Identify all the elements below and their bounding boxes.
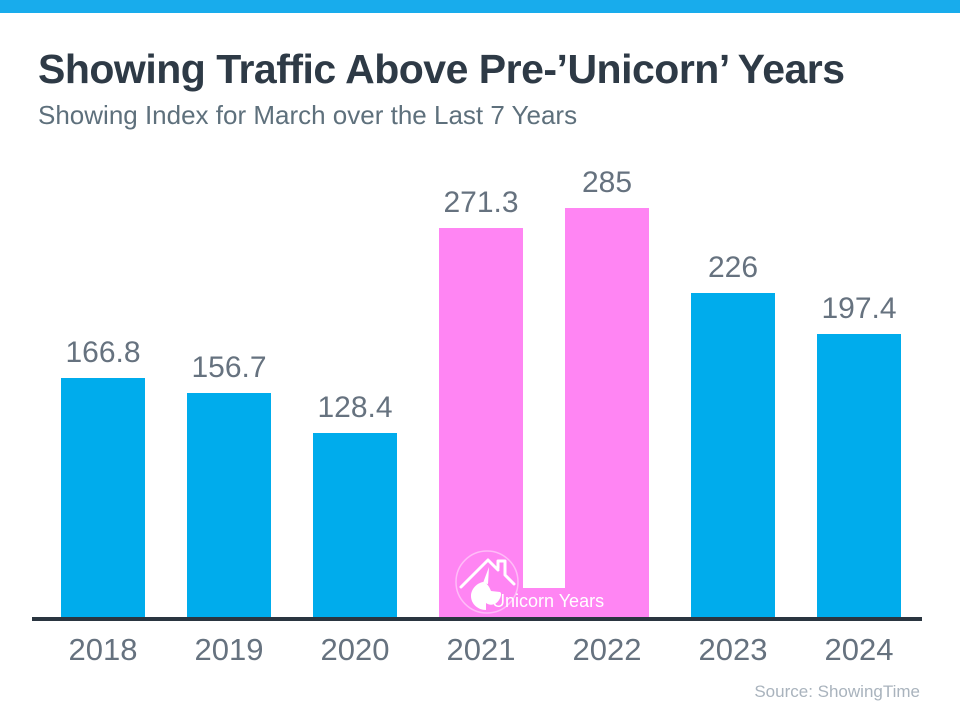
x-tick-label-2020: 2020 — [320, 632, 390, 667]
bar-2019 — [187, 392, 271, 618]
top-accent-strip — [0, 0, 960, 13]
x-tick-label-2023: 2023 — [698, 632, 768, 667]
bar-column-2019: 156.7 2019 — [166, 160, 292, 667]
x-tick-label-2019: 2019 — [194, 632, 264, 667]
bar-column-2024: 197.4 2024 — [796, 160, 922, 667]
x-tick-label-2024: 2024 — [824, 632, 894, 667]
bar-2020 — [313, 433, 397, 618]
bar-2018 — [61, 378, 145, 618]
value-label-2022: 285 — [581, 166, 633, 199]
value-label-2021: 271.3 — [443, 185, 519, 219]
x-tick-label-2022: 2022 — [572, 632, 642, 667]
x-tick-label-2018: 2018 — [68, 632, 138, 667]
unicorn-house-icon — [452, 547, 522, 617]
value-label-2024: 197.4 — [821, 292, 897, 326]
chart-title: Showing Traffic Above Pre-’Unicorn’ Year… — [38, 46, 845, 92]
x-axis-line — [32, 617, 922, 621]
highlight-bar-2022 — [565, 208, 649, 618]
bar-column-2020: 128.4 2020 — [292, 160, 418, 667]
chart-subtitle: Showing Index for March over the Last 7 … — [38, 100, 578, 130]
x-tick-label-2021: 2021 — [446, 632, 516, 667]
bar-2023 — [691, 292, 775, 618]
value-label-2018: 166.8 — [65, 336, 141, 370]
bar-column-2022: 285 2022 — [544, 160, 670, 667]
plot-area: 166.8 2018 156.7 2019 128.4 2020 271.3 2021 285 2… — [40, 160, 922, 667]
value-label-2020: 128.4 — [317, 391, 393, 425]
unicorn-years-label: Unicorn Years — [492, 591, 605, 611]
bar-column-2023: 226 2023 — [670, 160, 796, 667]
value-label-2019: 156.7 — [191, 350, 267, 384]
value-label-2023: 226 — [707, 250, 759, 284]
highlight-bar-2021 — [439, 227, 523, 618]
bar-column-2021: 271.3 2021 — [418, 160, 544, 667]
bar-2024 — [817, 334, 901, 618]
source-credit: Source: ShowingTime — [754, 682, 920, 701]
bar-column-2018: 166.8 2018 — [40, 160, 166, 667]
